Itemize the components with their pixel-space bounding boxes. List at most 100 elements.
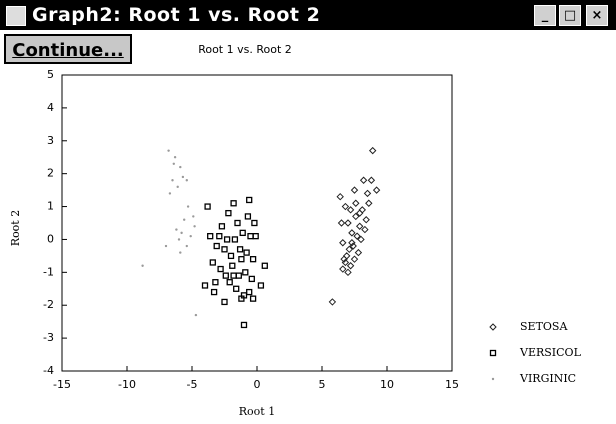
- data-point: [193, 225, 196, 228]
- close-button[interactable]: ×: [586, 5, 608, 26]
- data-point: [251, 219, 258, 227]
- data-point: [261, 262, 268, 269]
- data-point: [185, 244, 188, 248]
- data-point: [344, 219, 352, 227]
- y-tick-label: 1: [47, 200, 54, 213]
- y-tick-label: 3: [47, 134, 54, 147]
- data-point: [359, 176, 368, 184]
- data-point: [246, 196, 253, 204]
- data-point: [248, 275, 255, 283]
- data-point: [352, 212, 360, 221]
- data-point: [238, 256, 245, 263]
- x-tick-label: 15: [445, 378, 459, 391]
- data-point: [344, 268, 352, 277]
- data-point: [362, 216, 370, 224]
- data-point: [171, 179, 174, 182]
- data-point: [213, 242, 220, 250]
- data-point: [176, 185, 179, 189]
- data-point: [189, 234, 192, 238]
- data-point: [201, 282, 209, 289]
- data-point: [244, 213, 252, 220]
- data-point: [342, 252, 351, 260]
- data-point: [167, 149, 170, 152]
- data-point: [183, 218, 186, 221]
- data-point: [225, 209, 232, 217]
- data-point: [368, 146, 377, 155]
- data-point: [357, 235, 365, 244]
- data-point: [230, 200, 237, 207]
- x-tick-label: 0: [254, 378, 261, 391]
- data-point: [173, 156, 177, 159]
- data-point: [354, 248, 363, 257]
- data-point: [168, 192, 172, 195]
- data-point: [179, 251, 182, 254]
- legend-marker: [489, 323, 497, 331]
- window-title: Graph2: Root 1 vs. Root 2: [32, 4, 321, 26]
- data-point: [212, 279, 219, 286]
- data-point: [339, 239, 347, 247]
- data-point: [337, 219, 346, 227]
- data-point: [210, 288, 218, 296]
- y-tick-label: -4: [43, 364, 54, 377]
- data-point: [353, 232, 361, 240]
- legend-label: VERSICOL: [519, 346, 582, 359]
- data-point: [177, 238, 181, 241]
- title-bar: Graph2: Root 1 vs. Root 2 _ □ ×: [0, 0, 616, 30]
- legend-label: VIRGINIC: [519, 372, 576, 385]
- data-point: [346, 262, 355, 270]
- data-point: [222, 272, 229, 279]
- x-tick-label: 10: [380, 378, 394, 391]
- data-point: [328, 298, 337, 306]
- data-point: [355, 222, 364, 230]
- data-point: [249, 295, 257, 302]
- y-tick-label: 5: [47, 68, 54, 81]
- data-point: [207, 233, 214, 240]
- window-icon[interactable]: [6, 6, 26, 26]
- data-point: [243, 249, 250, 256]
- data-point: [164, 244, 168, 248]
- data-point: [339, 265, 347, 273]
- data-point: [257, 282, 265, 289]
- data-point: [179, 165, 182, 169]
- data-point: [361, 225, 369, 234]
- data-point: [236, 246, 244, 253]
- data-point: [235, 272, 242, 279]
- data-point: [340, 255, 348, 263]
- data-point: [352, 199, 360, 207]
- data-point: [209, 259, 216, 266]
- data-point: [185, 179, 188, 182]
- legend-label: SETOSA: [520, 320, 568, 333]
- data-point: [341, 202, 350, 211]
- data-point: [226, 279, 233, 286]
- data-point: [246, 288, 253, 296]
- y-tick-label: -3: [43, 331, 54, 344]
- maximize-button[interactable]: □: [559, 5, 581, 26]
- data-point: [249, 256, 257, 263]
- minimize-button[interactable]: _: [534, 5, 556, 26]
- data-point: [233, 285, 240, 292]
- data-point: [336, 192, 344, 201]
- y-tick-label: 4: [47, 101, 54, 114]
- data-point: [346, 206, 355, 214]
- data-point: [186, 205, 190, 208]
- x-tick-label: -10: [118, 378, 136, 391]
- data-point: [141, 264, 144, 267]
- data-point: [180, 231, 183, 235]
- data-point: [358, 206, 367, 214]
- data-point: [345, 245, 354, 254]
- y-tick-label: 2: [47, 167, 54, 180]
- data-point: [242, 269, 249, 276]
- data-point: [230, 272, 237, 279]
- data-point: [240, 321, 248, 329]
- data-point: [221, 298, 228, 306]
- legend-marker: [491, 377, 495, 381]
- x-tick-label: -15: [53, 378, 71, 391]
- data-point: [218, 223, 226, 230]
- data-point: [175, 228, 178, 231]
- continue-button[interactable]: Continue...: [4, 34, 132, 64]
- data-point: [194, 313, 198, 317]
- data-point: [234, 219, 241, 227]
- x-tick-label: 5: [319, 378, 326, 391]
- data-point: [239, 229, 246, 237]
